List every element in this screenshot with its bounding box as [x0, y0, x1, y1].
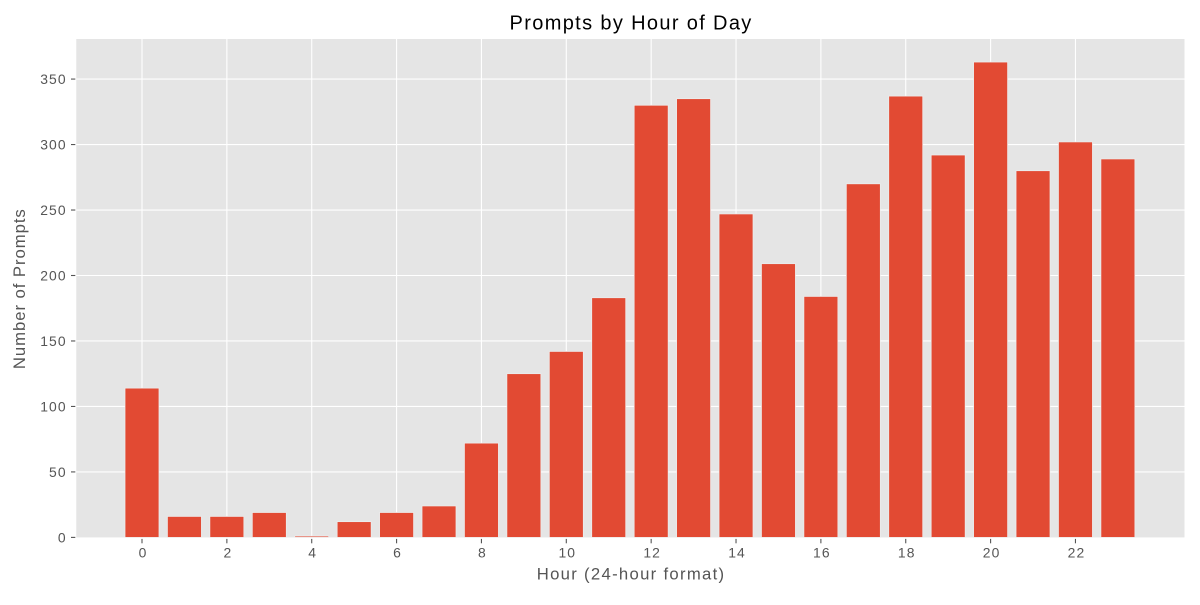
svg-text:6: 6: [393, 545, 402, 561]
svg-text:8: 8: [478, 545, 487, 561]
svg-text:300: 300: [40, 136, 66, 152]
svg-text:50: 50: [49, 464, 67, 480]
svg-text:Number of Prompts: Number of Prompts: [10, 208, 29, 369]
svg-text:16: 16: [813, 545, 831, 561]
svg-text:350: 350: [40, 71, 66, 87]
svg-text:4: 4: [308, 545, 317, 561]
svg-text:100: 100: [40, 398, 66, 414]
svg-text:10: 10: [558, 545, 576, 561]
svg-text:Prompts by Hour of Day: Prompts by Hour of Day: [510, 13, 753, 35]
svg-text:20: 20: [983, 545, 1001, 561]
svg-text:0: 0: [139, 545, 148, 561]
svg-text:18: 18: [898, 545, 916, 561]
svg-text:0: 0: [58, 529, 67, 545]
svg-text:200: 200: [40, 267, 66, 283]
svg-text:14: 14: [728, 545, 746, 561]
svg-text:150: 150: [40, 333, 66, 349]
svg-text:Hour (24-hour format): Hour (24-hour format): [537, 564, 726, 583]
svg-text:12: 12: [643, 545, 661, 561]
svg-text:2: 2: [223, 545, 232, 561]
svg-text:250: 250: [40, 202, 66, 218]
svg-text:22: 22: [1068, 545, 1086, 561]
